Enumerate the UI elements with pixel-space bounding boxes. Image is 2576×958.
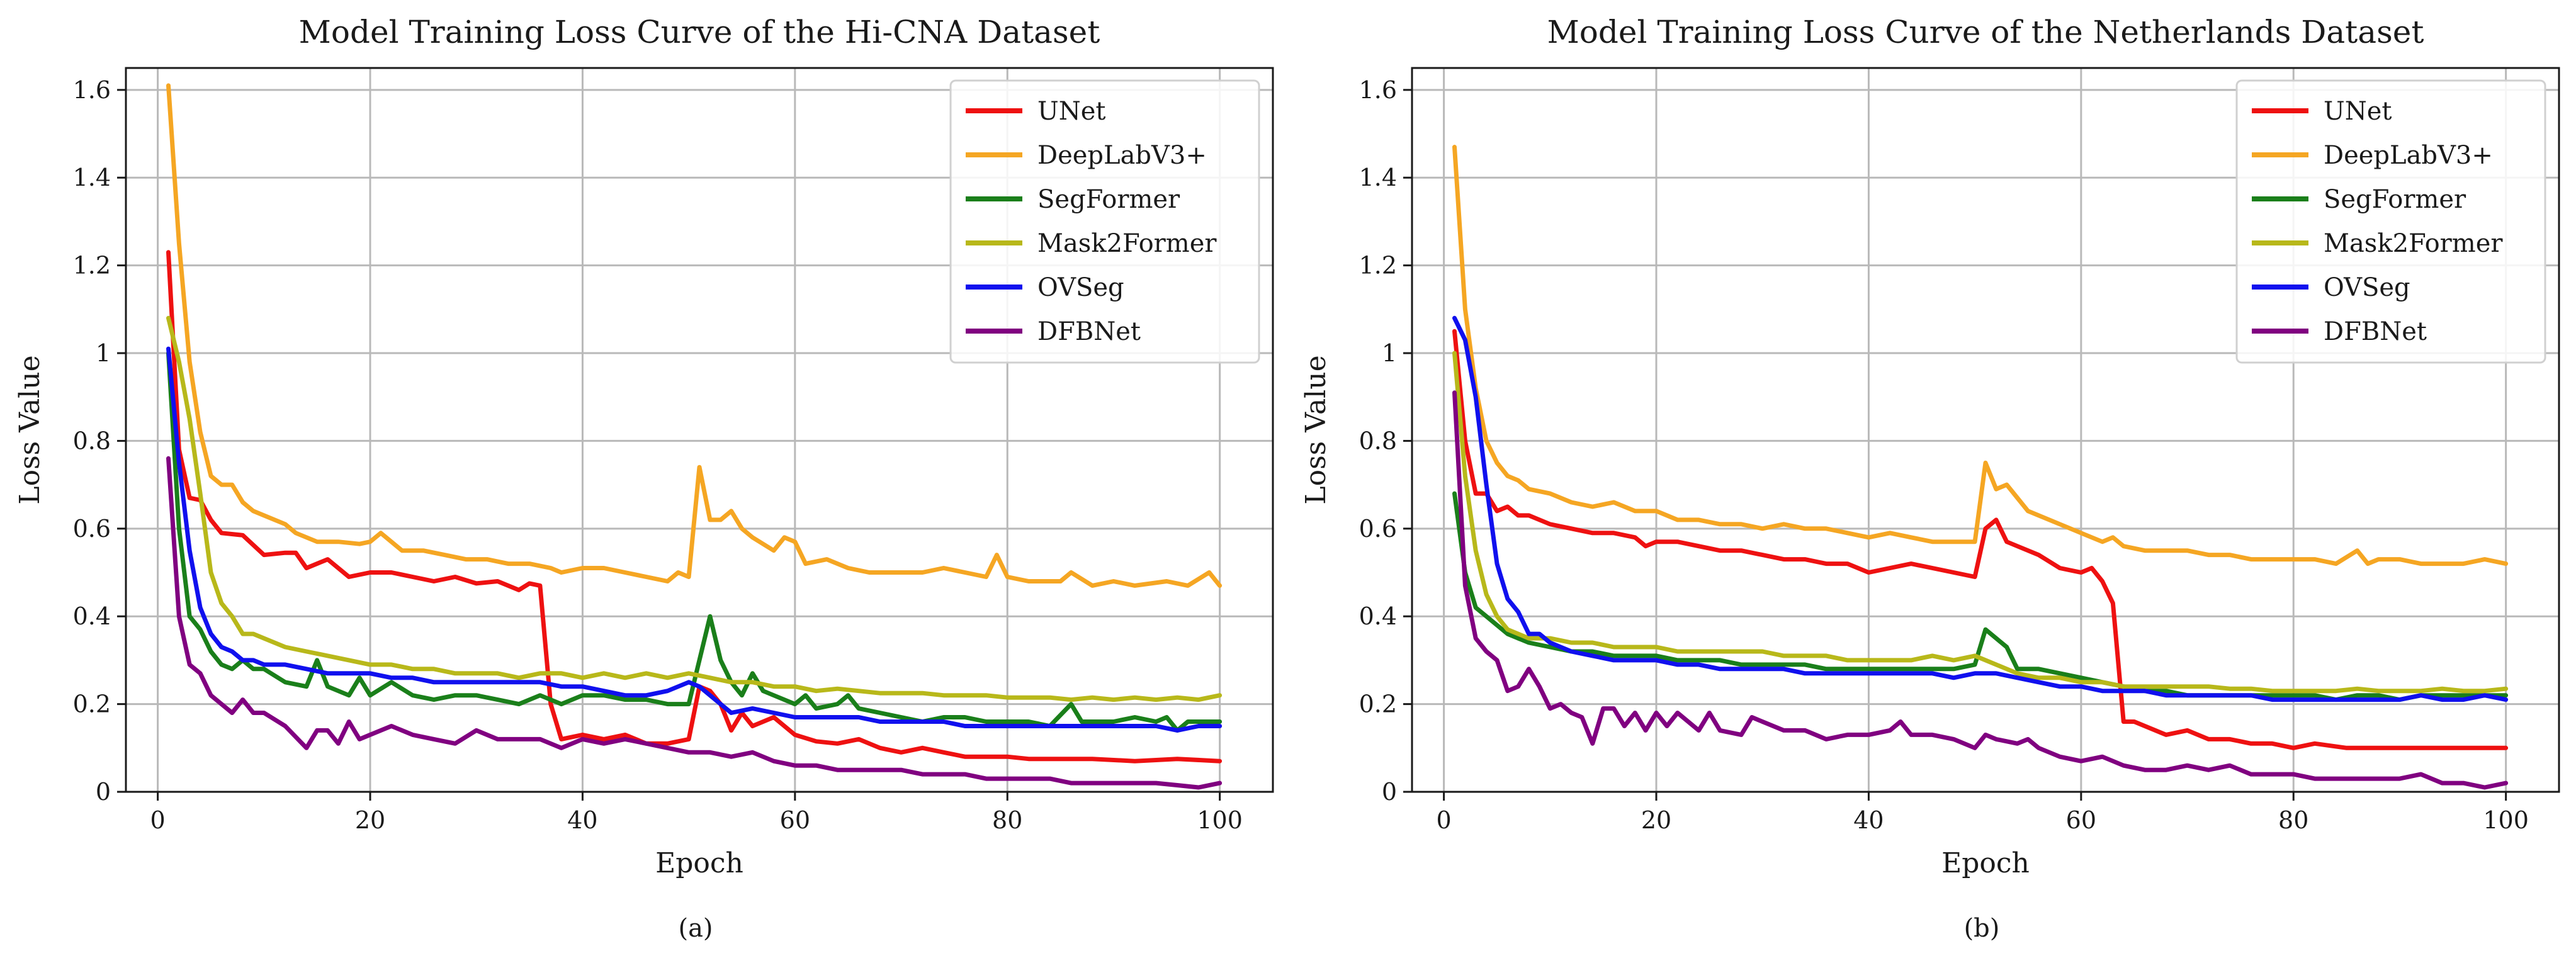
y-tick-label: 0.2 [73, 690, 111, 718]
series-line-dfbnet [1452, 390, 2509, 790]
plot-frame [125, 67, 1274, 793]
x-tick-label: 60 [780, 806, 810, 834]
y-tick-label: 0 [96, 778, 111, 806]
legend-box [2235, 79, 2546, 364]
y-tick-label: 0.8 [1359, 427, 1397, 454]
x-tick-label: 100 [2483, 806, 2529, 834]
legend-entry: OVSeg [1037, 273, 1124, 302]
series-line-unet [166, 250, 1223, 764]
plot-frame [1411, 67, 2560, 793]
y-tick-label: 0.6 [1359, 515, 1397, 543]
y-tick-label: 0 [1382, 778, 1397, 806]
y-tick-label: 1.2 [1359, 252, 1397, 279]
x-tick-label: 0 [150, 806, 166, 834]
chart-title: Model Training Loss Curve of the Netherl… [1547, 14, 2424, 50]
x-tick-label: 60 [2066, 806, 2096, 834]
legend-entry: UNet [2324, 97, 2392, 126]
series-line-deeplabv3- [166, 83, 1223, 588]
x-axis-label: Epoch [655, 847, 743, 879]
x-tick-label: 40 [1853, 806, 1884, 834]
chart-panel-a: 0 20 40 60 80 100 0 0.2 0.4 0.6 0.8 1 1.2 1.4 1.6 Model… [14, 14, 1274, 943]
panel-caption: (b) [1964, 914, 2000, 943]
legend-entry: Mask2Former [1037, 229, 1217, 258]
series-line-deeplabv3- [1452, 145, 2509, 566]
panel-caption: (a) [678, 914, 713, 943]
legend-entry: DFBNet [1037, 317, 1141, 346]
series-line-dfbnet [166, 456, 1223, 790]
y-tick-label: 1.6 [73, 76, 111, 104]
x-tick-label: 20 [355, 806, 385, 834]
y-tick-label: 1 [96, 339, 111, 367]
x-tick-label: 20 [1641, 806, 1671, 834]
y-tick-label: 0.8 [73, 427, 111, 454]
legend-entry: SegFormer [2324, 185, 2466, 214]
series-line-mask2former [1452, 351, 2509, 694]
legend: UNet DeepLabV3+ SegFormer Mask2Former OVSeg D… [949, 79, 1260, 364]
legend-box [949, 79, 1260, 364]
chart-panel-b: 0 20 40 60 80 100 0 0.2 0.4 0.6 0.8 1 1.2 1.4 1.6 Model… [1300, 14, 2560, 943]
legend: UNet DeepLabV3+ SegFormer Mask2Former OVSeg D… [2235, 79, 2546, 364]
x-tick-label: 80 [992, 806, 1022, 834]
series-line-mask2former [166, 315, 1223, 702]
x-tick-label: 80 [2278, 806, 2308, 834]
series-line-unet [1452, 329, 2509, 750]
legend-entry: DFBNet [2324, 317, 2427, 346]
y-tick-label: 1.2 [73, 252, 111, 279]
x-tick-label: 0 [1437, 806, 1452, 834]
legend-entry: Mask2Former [2324, 229, 2503, 258]
y-axis-label: Loss Value [14, 355, 46, 504]
series-line-ovseg [1452, 315, 2509, 702]
y-tick-label: 0.4 [1359, 602, 1397, 630]
legend-entry: SegFormer [1037, 185, 1180, 214]
legend-entry: OVSeg [2324, 273, 2410, 302]
y-tick-label: 1.6 [1359, 76, 1397, 104]
chart-title: Model Training Loss Curve of the Hi-CNA … [299, 14, 1100, 50]
y-tick-label: 0.6 [73, 515, 111, 543]
x-tick-label: 100 [1197, 806, 1243, 834]
y-tick-label: 1.4 [1359, 164, 1397, 191]
x-axis-label: Epoch [1941, 847, 2030, 879]
x-tick-label: 40 [567, 806, 597, 834]
legend-entry: DeepLabV3+ [2324, 141, 2493, 170]
legend-entry: UNet [1037, 97, 1105, 126]
y-tick-label: 1.4 [73, 164, 111, 191]
y-axis-label: Loss Value [1300, 355, 1332, 504]
y-tick-label: 0.2 [1359, 690, 1397, 718]
series-line-ovseg [166, 346, 1223, 733]
y-tick-label: 1 [1382, 339, 1397, 367]
y-tick-label: 0.4 [73, 602, 111, 630]
legend-entry: DeepLabV3+ [1037, 141, 1207, 170]
